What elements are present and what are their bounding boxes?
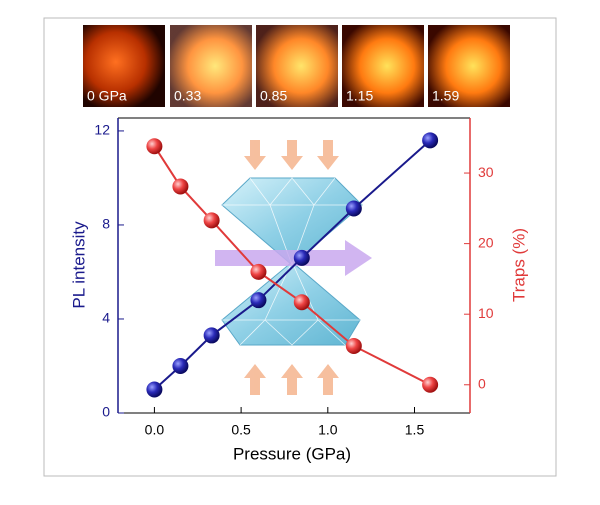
data-point xyxy=(345,200,362,217)
y-tick-label: 0 xyxy=(102,404,110,420)
data-point xyxy=(250,263,267,280)
y-tick-label: 12 xyxy=(94,122,110,138)
x-tick-label: 0.0 xyxy=(145,422,165,438)
y2-tick-label: 10 xyxy=(478,305,494,321)
x-tick-label: 1.0 xyxy=(318,422,338,438)
illustration xyxy=(215,140,372,395)
photo xyxy=(342,25,424,107)
y2-tick-label: 0 xyxy=(478,375,486,391)
data-point xyxy=(203,212,220,229)
y-tick-label: 8 xyxy=(102,216,110,232)
photo-label: 0.33 xyxy=(174,88,201,104)
photo xyxy=(428,25,510,107)
photo xyxy=(256,25,338,107)
y-tick-label: 4 xyxy=(102,310,110,326)
data-point xyxy=(345,337,362,354)
data-point xyxy=(293,249,310,266)
photo-label: 0.85 xyxy=(260,88,287,104)
y-axis-title: PL intensity xyxy=(69,221,88,309)
axes xyxy=(117,117,471,414)
photo-label: 1.15 xyxy=(346,88,373,104)
x-axis-title: Pressure (GPa) xyxy=(233,444,351,463)
photo xyxy=(83,25,165,107)
data-point xyxy=(172,178,189,195)
data-point xyxy=(293,294,310,311)
photo-strip xyxy=(83,25,510,107)
y2-axis-title: Traps (%) xyxy=(509,228,528,302)
frame xyxy=(43,17,557,477)
data-point xyxy=(146,381,163,398)
data-point xyxy=(203,327,220,344)
photo xyxy=(170,25,252,107)
photo-label: 1.59 xyxy=(432,88,459,104)
data-point xyxy=(146,138,163,155)
y2-tick-label: 20 xyxy=(478,234,494,250)
data-point xyxy=(250,292,267,309)
x-tick-label: 0.5 xyxy=(231,422,251,438)
data-point xyxy=(422,376,439,393)
data-point xyxy=(172,357,189,374)
y2-tick-label: 30 xyxy=(478,164,494,180)
x-tick-label: 1.5 xyxy=(405,422,425,438)
photo-label: 0 GPa xyxy=(87,88,127,104)
data-point xyxy=(422,132,439,149)
